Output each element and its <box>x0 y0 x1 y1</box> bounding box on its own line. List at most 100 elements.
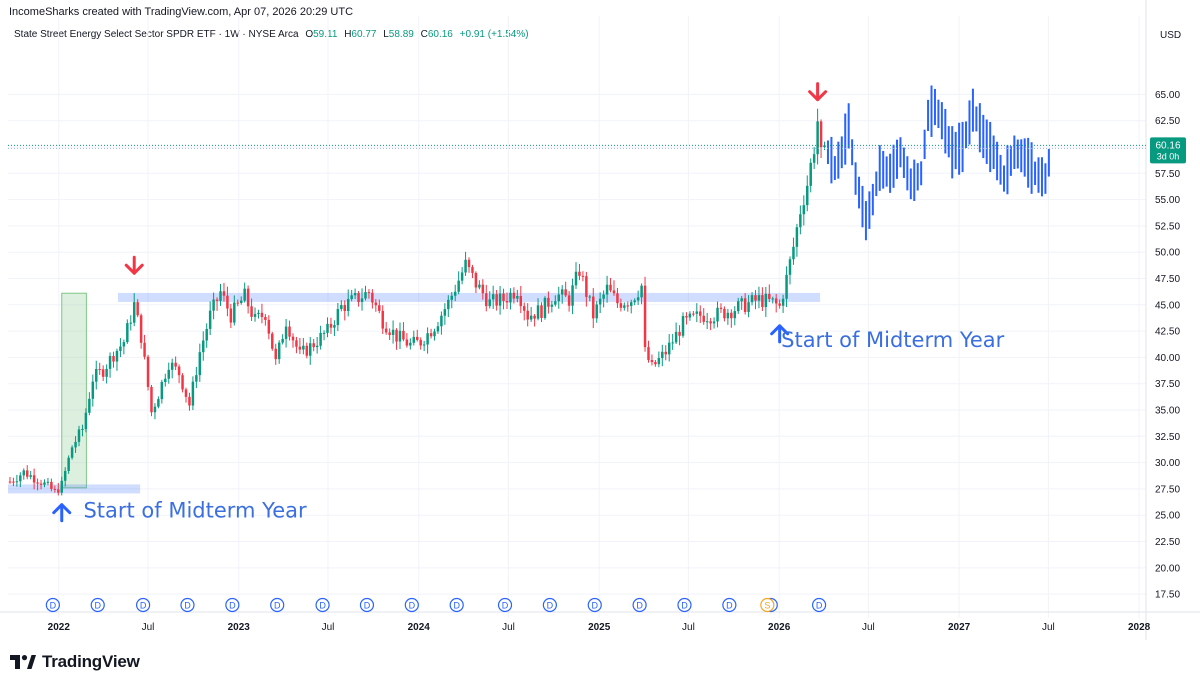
candle[interactable] <box>778 299 781 309</box>
dividend-marker[interactable]: D <box>811 597 827 613</box>
candle[interactable] <box>598 292 602 314</box>
candle[interactable] <box>25 465 29 480</box>
candle[interactable] <box>688 311 692 321</box>
candle[interactable] <box>29 470 32 480</box>
candle[interactable] <box>757 286 761 309</box>
candle[interactable] <box>564 281 567 298</box>
candle[interactable] <box>395 328 398 350</box>
candle[interactable] <box>191 376 195 411</box>
dividend-marker[interactable]: D <box>677 597 692 613</box>
candle[interactable] <box>422 340 426 352</box>
candle[interactable] <box>412 330 416 346</box>
candle[interactable] <box>288 320 291 341</box>
candle[interactable] <box>53 485 57 493</box>
candle[interactable] <box>74 436 77 453</box>
candle[interactable] <box>702 308 705 325</box>
candle[interactable] <box>388 328 391 341</box>
candle[interactable] <box>188 392 191 411</box>
candle[interactable] <box>122 339 126 355</box>
candle[interactable] <box>319 325 322 350</box>
candle[interactable] <box>309 337 312 365</box>
candle[interactable] <box>250 298 253 322</box>
candle[interactable] <box>364 285 367 301</box>
candle[interactable] <box>502 288 505 310</box>
candle[interactable] <box>495 289 498 311</box>
candle[interactable] <box>491 285 495 309</box>
candle[interactable] <box>640 283 643 305</box>
candle[interactable] <box>46 477 50 486</box>
candle[interactable] <box>654 359 657 367</box>
candle[interactable] <box>416 329 419 342</box>
candle[interactable] <box>264 314 267 326</box>
candle[interactable] <box>426 327 429 354</box>
candle[interactable] <box>595 301 598 323</box>
candle[interactable] <box>101 365 105 382</box>
candle[interactable] <box>560 285 564 304</box>
candle[interactable] <box>488 291 491 309</box>
candle[interactable] <box>443 303 447 325</box>
candle[interactable] <box>674 322 678 344</box>
candle[interactable] <box>405 333 409 348</box>
candle[interactable] <box>15 474 19 487</box>
candle[interactable] <box>340 300 343 312</box>
candle[interactable] <box>271 331 274 351</box>
dividend-marker[interactable]: D <box>587 597 602 613</box>
candle[interactable] <box>799 205 802 235</box>
candle[interactable] <box>50 478 53 492</box>
candle[interactable] <box>160 379 164 404</box>
candle[interactable] <box>257 309 260 319</box>
candle[interactable] <box>681 312 685 338</box>
candle[interactable] <box>623 302 626 311</box>
candle[interactable] <box>719 303 723 313</box>
dividend-marker[interactable]: D <box>315 597 330 613</box>
candle[interactable] <box>139 313 143 349</box>
candle[interactable] <box>605 275 609 303</box>
candle[interactable] <box>219 283 222 306</box>
candle[interactable] <box>329 317 333 334</box>
candle[interactable] <box>239 296 243 305</box>
candle[interactable] <box>19 472 22 488</box>
candle[interactable] <box>471 264 474 279</box>
candle[interactable] <box>578 263 581 281</box>
candle[interactable] <box>43 479 46 488</box>
candle[interactable] <box>381 305 384 334</box>
candle[interactable] <box>750 292 754 306</box>
candle[interactable] <box>429 328 433 339</box>
candle[interactable] <box>236 299 240 307</box>
candle[interactable] <box>540 302 543 323</box>
candle[interactable] <box>440 311 443 335</box>
candle[interactable] <box>326 317 329 338</box>
candle[interactable] <box>609 277 612 293</box>
event-markers[interactable]: DDDDDDDDDDDDDDDDDDS <box>45 597 827 613</box>
candle[interactable] <box>505 292 509 310</box>
candle[interactable] <box>636 290 640 305</box>
candle[interactable] <box>246 285 250 314</box>
candle[interactable] <box>346 289 350 317</box>
candle[interactable] <box>8 476 12 484</box>
candle[interactable] <box>764 286 768 317</box>
candle[interactable] <box>277 340 281 364</box>
candle[interactable] <box>371 289 374 309</box>
candle[interactable] <box>612 280 616 296</box>
candle[interactable] <box>205 323 208 348</box>
dividend-marker[interactable]: D <box>722 597 737 613</box>
candle[interactable] <box>95 360 98 390</box>
candle[interactable] <box>816 108 819 165</box>
symbol-name[interactable]: State Street Energy Select Sector SPDR E… <box>14 29 299 40</box>
candle[interactable] <box>164 373 167 387</box>
candle[interactable] <box>112 351 115 368</box>
candle[interactable] <box>333 320 336 337</box>
candle[interactable] <box>747 295 750 318</box>
candle[interactable] <box>146 354 150 391</box>
candle[interactable] <box>795 223 799 257</box>
candle[interactable] <box>315 336 319 354</box>
candle[interactable] <box>215 297 219 311</box>
time-axis[interactable]: 2022 Jul 2023 Jul 2024 Jul 2025 Jul 2026 Jul 2027 J… <box>48 622 1151 633</box>
candle[interactable] <box>260 303 264 324</box>
candle[interactable] <box>419 337 422 350</box>
candle[interactable] <box>367 289 371 299</box>
candle[interactable] <box>571 278 574 315</box>
candle[interactable] <box>647 340 650 363</box>
dividend-marker[interactable]: D <box>136 597 151 613</box>
candle[interactable] <box>129 315 133 331</box>
